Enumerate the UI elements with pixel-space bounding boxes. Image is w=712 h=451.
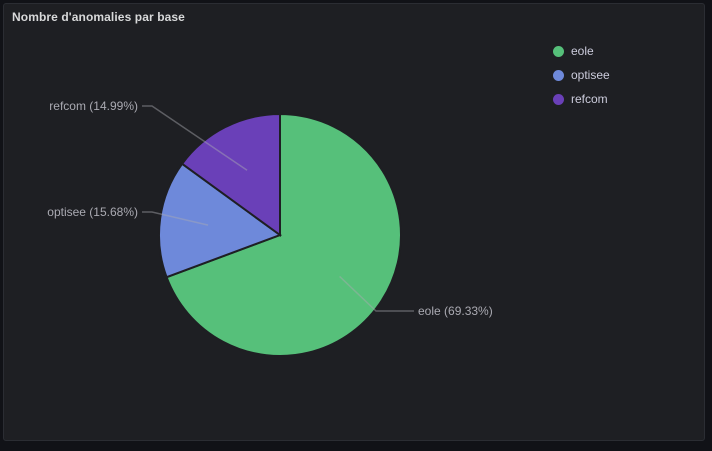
legend-item-optisee[interactable]: optisee [553, 63, 610, 87]
legend-item-eole[interactable]: eole [553, 39, 610, 63]
legend-swatch [553, 69, 564, 81]
legend-item-refcom[interactable]: refcom [553, 87, 610, 111]
legend: eole optisee refcom [553, 39, 610, 111]
legend-swatch [553, 45, 564, 57]
chart-panel: Nombre d'anomalies par base eole (69.33%… [3, 3, 705, 441]
slice-label-optisee: optisee (15.68%) [47, 205, 138, 219]
leader-line-eole [339, 275, 414, 312]
pie-slice-eole[interactable] [165, 112, 402, 357]
pie-slice-refcom[interactable] [180, 112, 281, 237]
pie-slices [158, 112, 402, 357]
leader-line-optisee [142, 211, 209, 226]
slice-labels: eole (69.33%) optisee (15.68%) refcom (14.… [47, 99, 492, 318]
leader-line-refcom [142, 105, 248, 171]
legend-label: eole [571, 44, 594, 58]
slice-label-refcom: refcom (14.99%) [49, 99, 138, 113]
panel-title: Nombre d'anomalies par base [12, 10, 185, 24]
legend-swatch [553, 93, 564, 105]
legend-label: optisee [571, 68, 610, 82]
legend-label: refcom [571, 92, 608, 106]
pie-slice-optisee[interactable] [158, 162, 283, 279]
slice-label-eole: eole (69.33%) [418, 304, 493, 318]
pie-chart: eole (69.33%) optisee (15.68%) refcom (14.… [47, 99, 493, 357]
leader-lines [142, 105, 414, 312]
